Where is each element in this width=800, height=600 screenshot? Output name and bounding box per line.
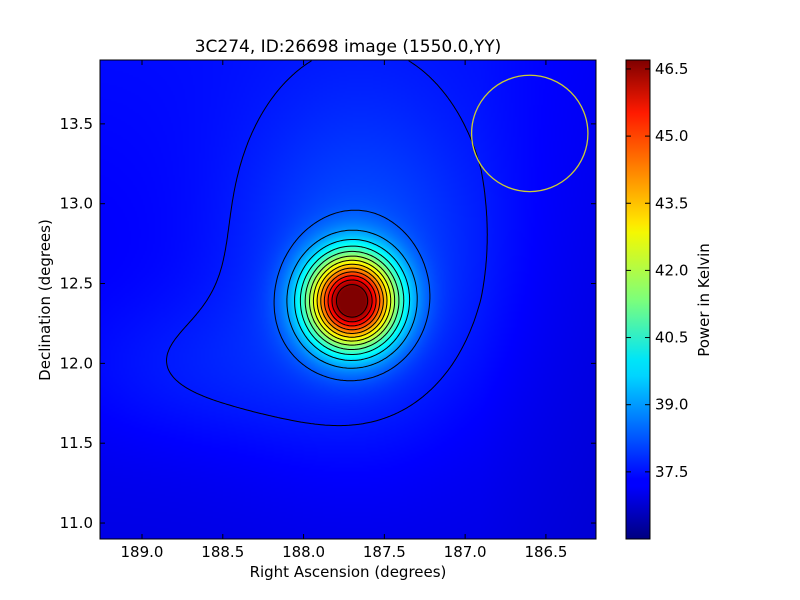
y-tick-label: 13.0: [60, 195, 93, 213]
contour-level-3: [286, 229, 418, 369]
y-tick-label: 12.0: [60, 354, 93, 372]
colorbar-tick-label: 43.5: [655, 194, 688, 212]
x-tick-label: 187.5: [363, 543, 406, 561]
y-axis: 11.0 11.5 12.0 12.5 13.0 13.5: [60, 115, 596, 532]
beam-circle: [470, 74, 589, 193]
x-axis-label: Right Ascension (degrees): [250, 563, 447, 581]
x-axis: 189.0 188.5 188.0 187.5 187.0 186.5: [121, 60, 567, 561]
x-tick-label: 186.5: [524, 543, 567, 561]
colorbar-tick-label: 39.0: [655, 396, 688, 414]
contour-level-12: [327, 275, 377, 327]
contour-level-13: [331, 279, 373, 323]
contour-level-5: [299, 245, 405, 355]
colorbar-label: Power in Kelvin: [695, 243, 713, 357]
colorbar-gradient: [625, 59, 651, 540]
plot-frame: [99, 59, 597, 540]
y-tick-label: 11.5: [60, 434, 93, 452]
contour-level-2: [273, 209, 431, 382]
colorbar-ticks: 37.5 39.0 40.5 42.0 43.5 45.0 46.5: [626, 60, 688, 481]
contour-level-9: [316, 263, 388, 338]
contour-level-4: [294, 239, 411, 361]
beam-circle-outline: [470, 74, 589, 193]
contour-level-8: [312, 259, 392, 342]
contour-level-7: [309, 255, 396, 346]
colorbar-tick-label: 45.0: [655, 127, 688, 145]
colorbar-tick-label: 40.5: [655, 329, 688, 347]
y-tick-label: 13.5: [60, 115, 93, 133]
contour-level-1: [166, 60, 488, 427]
y-axis-label: Declination (degrees): [36, 219, 54, 381]
contour-lines: [166, 60, 488, 427]
y-tick-label: 12.5: [60, 275, 93, 293]
colorbar-tick-label: 42.0: [655, 261, 688, 279]
y-tick-label: 11.0: [60, 514, 93, 532]
x-tick-label: 187.0: [444, 543, 487, 561]
heatmap-image: [100, 60, 596, 539]
x-tick-label: 188.5: [201, 543, 244, 561]
contour-level-10: [320, 267, 384, 334]
colorbar-tick-label: 37.5: [655, 463, 688, 481]
contour-level-11: [323, 271, 381, 331]
colorbar-tick-label: 46.5: [655, 60, 688, 78]
contour-level-14: [336, 284, 369, 318]
contour-level-6: [304, 250, 400, 350]
plot-area: 189.0 188.5 188.0 187.5 187.0 186.5 11.011.51…: [60, 59, 597, 561]
x-tick-label: 188.0: [282, 543, 325, 561]
chart-title: 3C274, ID:26698 image (1550.0,YY): [195, 37, 502, 57]
colorbar: 37.5 39.0 40.5 42.0 43.5 45.0 46.5 Power in Ke…: [625, 59, 713, 540]
x-tick-label: 189.0: [121, 543, 164, 561]
